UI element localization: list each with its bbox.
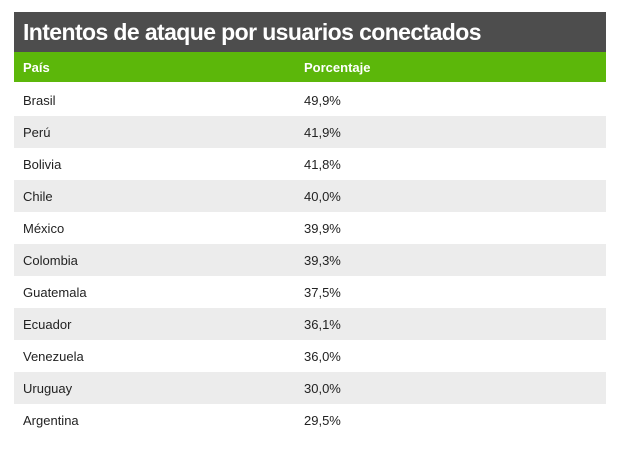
percentage-cell: 41,9% [304,124,341,140]
percentage-cell: 36,0% [304,348,341,364]
table-header-row: País Porcentaje [14,52,606,82]
table-row: Argentina 29,5% [14,404,606,436]
table-row: Perú 41,9% [14,116,606,148]
table-row: Guatemala 37,5% [14,276,606,308]
percentage-cell: 29,5% [304,412,341,428]
data-table: Intentos de ataque por usuarios conectad… [14,12,606,436]
table-row: Brasil 49,9% [14,84,606,116]
table-row: Venezuela 36,0% [14,340,606,372]
country-cell: Ecuador [23,316,72,332]
country-cell: México [23,220,65,236]
column-header-country: País [23,59,50,75]
table-row: México 39,9% [14,212,606,244]
table-title: Intentos de ataque por usuarios conectad… [14,12,606,52]
country-cell: Uruguay [23,380,73,396]
percentage-cell: 30,0% [304,380,341,396]
country-cell: Chile [23,188,53,204]
table-row: Colombia 39,3% [14,244,606,276]
country-cell: Bolivia [23,156,62,172]
percentage-cell: 41,8% [304,156,341,172]
percentage-cell: 49,9% [304,92,341,108]
percentage-cell: 36,1% [304,316,341,332]
table-row: Bolivia 41,8% [14,148,606,180]
country-cell: Guatemala [23,284,87,300]
country-cell: Brasil [23,92,56,108]
table-row: Ecuador 36,1% [14,308,606,340]
country-cell: Venezuela [23,348,84,364]
table-row: Chile 40,0% [14,180,606,212]
country-cell: Colombia [23,252,78,268]
country-cell: Argentina [23,412,79,428]
table-body: Brasil 49,9% Perú 41,9% Bolivia 41,8% Chile 40,… [14,84,606,436]
percentage-cell: 39,3% [304,252,341,268]
table-row: Uruguay 30,0% [14,372,606,404]
column-header-percentage: Porcentaje [304,59,371,75]
percentage-cell: 40,0% [304,188,341,204]
percentage-cell: 37,5% [304,284,341,300]
country-cell: Perú [23,124,51,140]
percentage-cell: 39,9% [304,220,341,236]
